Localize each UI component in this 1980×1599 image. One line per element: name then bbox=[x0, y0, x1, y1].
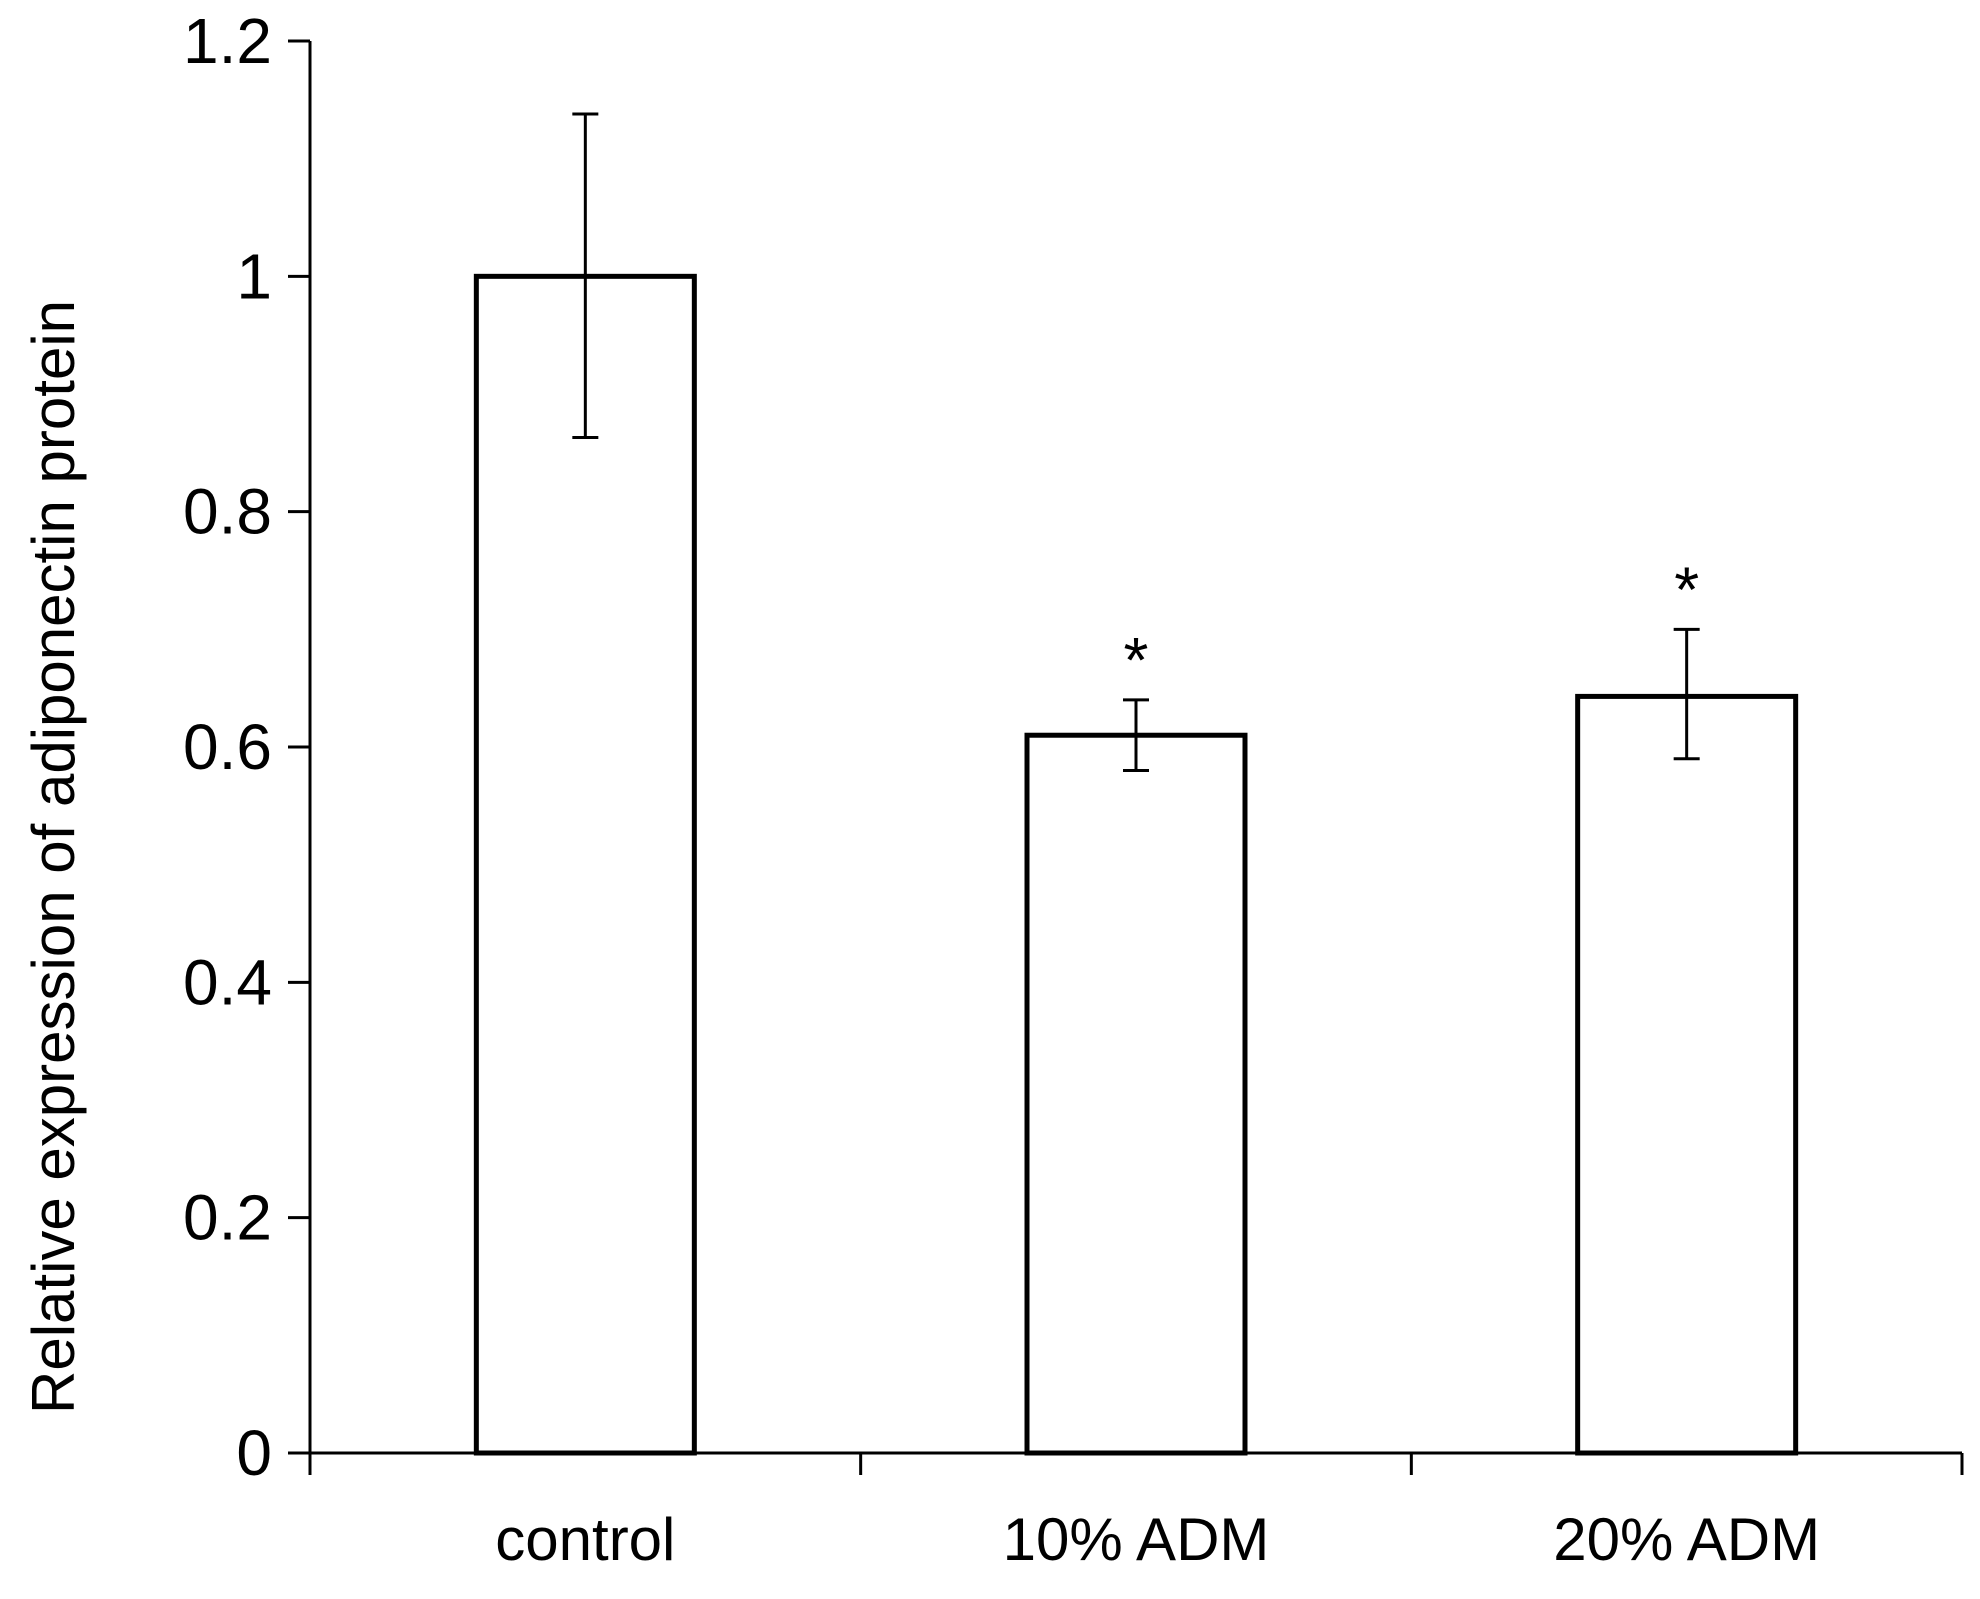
y-axis-label: Relative expression of adiponectin prote… bbox=[20, 300, 87, 1414]
y-tick-label: 0.8 bbox=[183, 476, 272, 548]
x-tick-label: control bbox=[495, 1506, 675, 1573]
bars bbox=[473, 273, 1799, 1456]
bar bbox=[1024, 732, 1248, 1456]
y-tick-label: 0 bbox=[236, 1417, 272, 1489]
y-tick-label: 0.6 bbox=[183, 711, 272, 783]
x-axis bbox=[308, 1451, 1964, 1475]
significance-marker: * bbox=[1124, 624, 1149, 696]
y-tick-label: 0.4 bbox=[183, 946, 272, 1018]
labels: control 10% ADM * 20% ADM * bbox=[495, 553, 1820, 1573]
bar bbox=[1575, 693, 1799, 1456]
y-tick-label: 1 bbox=[236, 240, 272, 312]
y-tick-label: 0.2 bbox=[183, 1182, 272, 1254]
significance-marker: * bbox=[1674, 553, 1699, 625]
bar bbox=[473, 273, 697, 1456]
x-tick-label: 20% ADM bbox=[1553, 1506, 1820, 1573]
error-bars bbox=[572, 112, 1700, 773]
y-tick-label: 1.2 bbox=[183, 5, 272, 77]
y-axis: 0 0.2 0.4 0.6 0.8 1 1.2 Relative expression of … bbox=[20, 5, 312, 1489]
x-tick-label: 10% ADM bbox=[1003, 1506, 1270, 1573]
